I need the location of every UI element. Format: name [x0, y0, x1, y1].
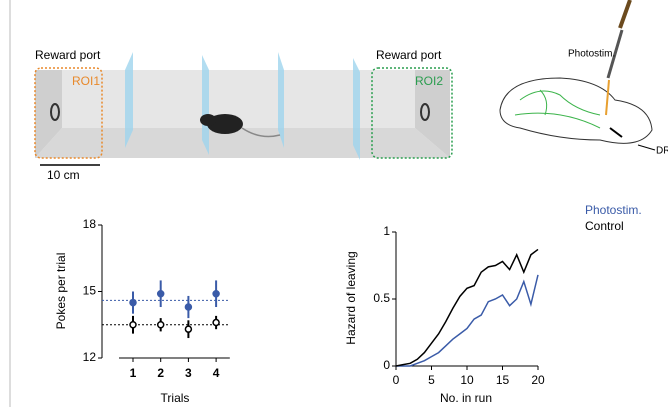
- scale-bar-label: 10 cm: [47, 168, 80, 182]
- x-tick-label: 3: [185, 366, 192, 380]
- x-tick-label: 4: [213, 366, 220, 380]
- x-tick-label: 10: [460, 373, 474, 387]
- y-axis-label: Pokes per trial: [54, 253, 68, 330]
- stim-label: Photostim.: [568, 49, 615, 60]
- point: [129, 298, 137, 307]
- legend-entry: Control: [585, 219, 624, 233]
- roi-label: ROI2: [415, 74, 443, 88]
- x-axis-label: Trials: [161, 391, 190, 405]
- region-label: DR: [656, 146, 668, 157]
- y-tick-label: 15: [83, 284, 97, 298]
- x-tick-label: 1: [130, 366, 137, 380]
- x-tick-label: 2: [157, 366, 164, 380]
- x-tick-label: 20: [531, 373, 545, 387]
- roi-label: ROI1: [72, 74, 100, 88]
- x-tick-label: 15: [496, 373, 510, 387]
- point: [129, 321, 137, 329]
- y-tick-label: 18: [83, 217, 97, 231]
- point: [156, 289, 165, 298]
- point: [212, 289, 220, 298]
- line: [396, 274, 539, 367]
- x-tick-label: 5: [428, 373, 435, 387]
- point: [212, 318, 220, 327]
- label: Reward port: [35, 48, 101, 62]
- point: [156, 321, 165, 329]
- x-axis-label: No. in run: [440, 391, 492, 405]
- y-axis-label: Hazard of leaving: [344, 251, 358, 344]
- brain: [499, 0, 656, 151]
- y-tick-label: 0.5: [373, 291, 390, 305]
- y-tick-label: 0: [383, 358, 390, 372]
- y-tick-label: 1: [383, 224, 390, 238]
- x-tick-label: 0: [393, 373, 400, 387]
- legend-entry: Photostim.: [585, 203, 642, 217]
- arena: [34, 52, 453, 166]
- line: [395, 248, 539, 367]
- y-tick-label: 12: [83, 350, 97, 364]
- label: Reward port: [376, 48, 442, 62]
- point: [184, 325, 193, 333]
- point: [184, 303, 193, 311]
